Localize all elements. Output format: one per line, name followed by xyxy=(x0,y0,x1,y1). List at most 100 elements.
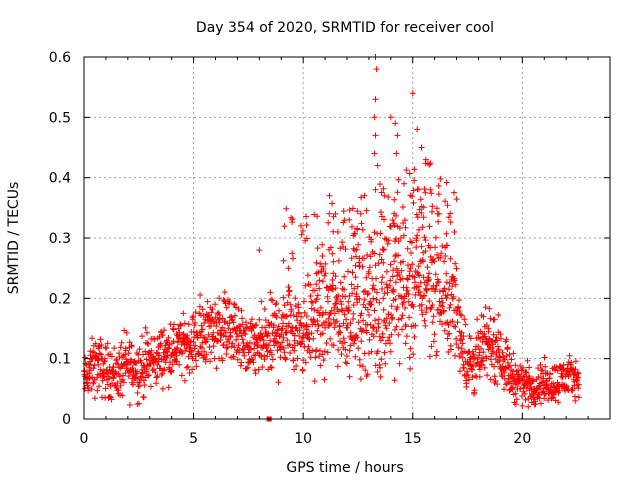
data-point xyxy=(111,345,118,352)
data-point xyxy=(413,211,420,218)
data-point xyxy=(476,366,483,373)
data-point xyxy=(422,248,429,255)
data-point xyxy=(371,229,378,236)
data-point xyxy=(171,321,177,328)
data-point xyxy=(335,257,342,264)
data-point xyxy=(434,251,440,258)
data-point xyxy=(311,306,318,313)
data-point xyxy=(156,352,163,359)
data-point xyxy=(338,307,345,313)
y-tick-label: 0.3 xyxy=(49,231,71,247)
data-point xyxy=(572,397,579,404)
data-point xyxy=(524,357,531,364)
data-point xyxy=(463,383,470,390)
data-point xyxy=(325,219,332,226)
data-point xyxy=(281,349,288,356)
data-point xyxy=(214,329,221,336)
data-point xyxy=(412,279,418,286)
data-point xyxy=(140,394,147,401)
data-point xyxy=(239,321,246,328)
data-point xyxy=(458,312,465,319)
data-point xyxy=(196,351,202,358)
data-point xyxy=(421,234,428,241)
data-point xyxy=(285,265,292,272)
data-point xyxy=(346,373,353,380)
data-point xyxy=(331,304,338,311)
data-point xyxy=(360,288,367,295)
data-point xyxy=(243,365,250,372)
data-point xyxy=(402,321,409,328)
data-point xyxy=(231,344,238,351)
data-point xyxy=(308,330,315,337)
data-point xyxy=(381,349,388,356)
data-point xyxy=(386,320,393,327)
data-point xyxy=(372,96,379,103)
data-point xyxy=(414,232,421,239)
data-point xyxy=(520,364,526,371)
data-point xyxy=(351,285,358,292)
data-point xyxy=(407,345,414,352)
data-point xyxy=(299,367,306,374)
data-point xyxy=(239,315,245,322)
data-point xyxy=(408,323,415,330)
data-point xyxy=(99,394,105,401)
data-point xyxy=(487,376,494,383)
data-point xyxy=(123,329,130,336)
data-point xyxy=(98,342,105,348)
data-point xyxy=(241,346,247,353)
data-point xyxy=(338,351,345,358)
data-point xyxy=(147,383,154,390)
y-axis-label: SRMTID / TECUs xyxy=(6,182,22,295)
data-point xyxy=(347,342,354,349)
data-point xyxy=(366,264,373,271)
data-point xyxy=(290,255,296,262)
data-point xyxy=(168,367,175,374)
data-point xyxy=(161,366,168,373)
data-point xyxy=(526,364,533,371)
data-point xyxy=(442,253,449,259)
data-point xyxy=(375,324,382,331)
data-point xyxy=(374,289,380,296)
data-point xyxy=(380,246,387,253)
data-point xyxy=(483,355,490,362)
data-point xyxy=(447,219,454,226)
data-point xyxy=(394,304,401,311)
data-point xyxy=(520,373,527,380)
data-point xyxy=(503,336,510,343)
data-point xyxy=(400,258,407,265)
data-point xyxy=(414,214,421,221)
data-point xyxy=(110,364,117,371)
data-point xyxy=(239,336,246,343)
data-point xyxy=(346,216,353,223)
data-point xyxy=(319,278,326,285)
data-point xyxy=(364,291,371,298)
data-point xyxy=(206,344,213,350)
data-point xyxy=(377,373,384,380)
data-point xyxy=(223,351,230,357)
data-point xyxy=(198,345,205,351)
data-point xyxy=(246,339,253,346)
data-point xyxy=(243,319,249,326)
data-point xyxy=(114,380,121,387)
data-point xyxy=(424,160,431,167)
data-point xyxy=(204,298,211,305)
data-point xyxy=(278,344,284,351)
data-point xyxy=(117,344,124,351)
data-point xyxy=(545,397,552,404)
data-point xyxy=(367,253,374,260)
data-point xyxy=(322,260,329,267)
data-point xyxy=(208,349,215,356)
data-point xyxy=(394,269,401,276)
data-point xyxy=(275,326,282,333)
data-point xyxy=(393,150,400,157)
data-point xyxy=(428,190,435,197)
data-point xyxy=(404,275,411,282)
data-point xyxy=(173,358,180,365)
data-point xyxy=(193,363,200,370)
data-point xyxy=(104,370,111,377)
data-point xyxy=(303,213,309,220)
data-point xyxy=(416,272,423,279)
data-point xyxy=(332,285,339,292)
data-point xyxy=(370,295,377,302)
data-point xyxy=(343,316,350,323)
